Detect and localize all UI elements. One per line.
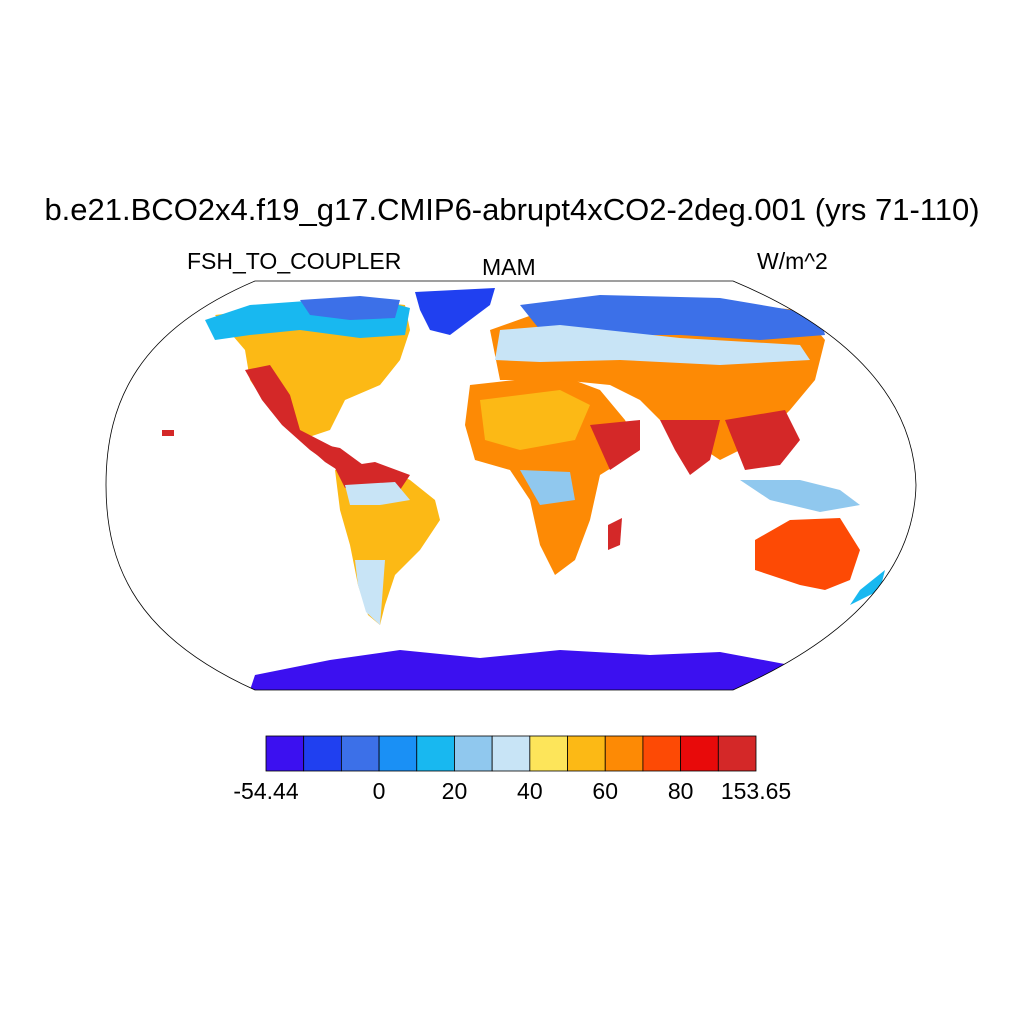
- south-america-amazon: [345, 482, 410, 505]
- southeast-asia: [725, 410, 800, 470]
- new-zealand: [850, 570, 885, 605]
- indonesia: [740, 480, 860, 512]
- colorbar-label: 20: [441, 778, 468, 804]
- colorbar-label: 0: [372, 778, 386, 804]
- colorbar-swatch: [416, 735, 455, 772]
- colorbar-swatch: [529, 735, 568, 772]
- map-boundary: [105, 280, 917, 691]
- variable-label: FSH_TO_COUPLER: [187, 248, 402, 274]
- colorbar-swatch: [567, 735, 606, 772]
- colorbar-swatch: [303, 735, 342, 772]
- madagascar: [608, 518, 622, 550]
- colorbar-label: -54.44: [233, 778, 299, 804]
- colorbar-label: 153.65: [720, 778, 792, 804]
- australia: [755, 518, 860, 590]
- greenland: [415, 288, 495, 335]
- colorbar-swatch: [680, 735, 719, 772]
- season-label: MAM: [482, 254, 536, 280]
- colorbar: [265, 735, 757, 772]
- colorbar-swatch: [378, 735, 418, 772]
- map-title: b.e21.BCO2x4.f19_g17.CMIP6-abrupt4xCO2-2…: [44, 192, 980, 227]
- colorbar-swatch: [642, 735, 682, 772]
- colorbar-label: 80: [667, 778, 694, 804]
- colorbar-swatch: [265, 735, 305, 772]
- colorbar-swatch: [604, 735, 644, 772]
- units-label: W/m^2: [757, 248, 828, 274]
- north-america-west: [245, 365, 355, 470]
- south-america-south: [355, 560, 385, 625]
- colorbar-swatch: [717, 735, 757, 772]
- eurasia-subarctic: [495, 325, 810, 365]
- colorbar-swatch: [454, 735, 493, 772]
- india: [660, 420, 720, 475]
- africa-sahara: [480, 390, 590, 450]
- colorbar-label: 40: [517, 778, 543, 804]
- colorbar-swatch: [340, 735, 380, 772]
- eurasia-north: [520, 295, 825, 340]
- arabia: [590, 420, 640, 470]
- africa-equatorial: [520, 470, 575, 505]
- colorbar-swatch: [491, 735, 531, 772]
- hawaii: [162, 430, 174, 436]
- north-america-arctic-cold: [300, 296, 400, 320]
- antarctica: [250, 650, 800, 690]
- colorbar-label: 60: [592, 778, 619, 804]
